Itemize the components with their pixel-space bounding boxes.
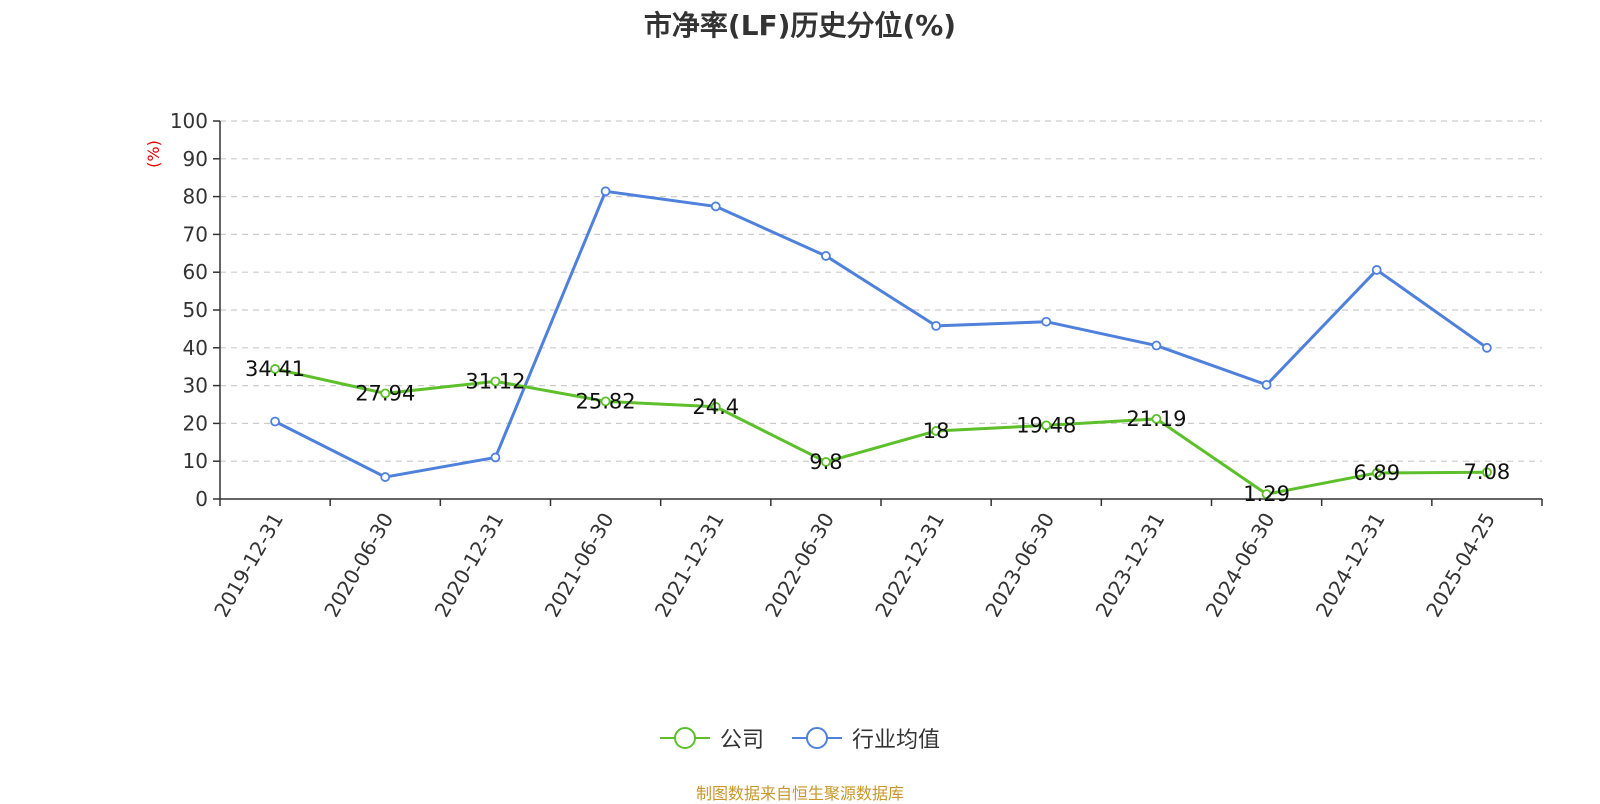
data-label: 19.48 [1016,413,1076,437]
x-tick-label: 2024-06-30 [1201,509,1280,622]
series-1-point[interactable] [1371,265,1382,275]
series-line-1 [274,189,1488,479]
y-tick-label: 80 [183,185,208,209]
series-1-point[interactable] [1261,379,1272,390]
x-tick-label: 2022-12-31 [870,508,949,621]
data-labels: 34.41 27.94 31.12 25.82 24.4 9.8 18 19.48 21.19 1… [245,357,1510,506]
grid-lines [220,120,1542,462]
series-0-point[interactable] [1041,420,1052,431]
series-0-point[interactable] [600,396,611,407]
series-lines [270,186,1492,500]
series-1-point[interactable] [710,201,721,212]
data-label: 34.41 [245,357,305,381]
y-tick-label: 0 [195,487,208,511]
legend-item-industry-average[interactable]: 行业均值 [792,722,940,754]
y-tick-label: 70 [183,222,208,246]
series-0-point[interactable] [1371,468,1382,478]
data-source-note: 制图数据来自恒生聚源数据库 [695,784,904,803]
data-label: 27.94 [355,381,415,405]
x-tick-label: 2022-06-30 [760,509,839,622]
x-tick-label: 2019-12-31 [209,509,288,622]
data-label: 31.12 [465,369,525,393]
series-1-point[interactable] [1482,342,1492,353]
series-0-point[interactable] [710,401,721,412]
series-1-point[interactable] [821,251,831,261]
x-tick-label: 2025-04-25 [1421,509,1500,622]
y-tick-label: 100 [170,109,208,133]
data-label: 7.08 [1464,460,1511,484]
y-tick-label: 30 [183,374,208,398]
x-tick-label: 2023-12-31 [1091,509,1170,622]
series-1-point[interactable] [931,320,941,331]
axes: 0 10 20 30 40 50 60 70 80 90 100 2019-12-31 2020-06-… [170,109,1543,622]
y-axis-label: (%) [144,140,163,168]
legend-label-company: 公司 [719,728,764,753]
legend-label-industry-average: 行业均值 [852,728,941,753]
y-tick-label: 50 [183,298,208,322]
data-label: 6.89 [1353,461,1400,485]
x-tick-label: 2020-12-31 [430,508,509,621]
x-tick-label: 2024-12-31 [1311,509,1390,622]
chart-title: 市净率(LF)历史分位(%) [643,9,957,42]
y-tick-label: 10 [183,449,208,473]
series-0-point[interactable] [1261,489,1272,500]
x-tick-label: 2020-06-30 [319,509,398,622]
y-tick-label: 90 [183,147,208,171]
legend-item-company[interactable]: 公司 [659,722,764,754]
series-1-point[interactable] [380,472,391,482]
data-label: 1.29 [1243,482,1290,506]
data-label: 18 [923,419,950,443]
series-1-point[interactable] [490,452,501,463]
series-1-point[interactable] [1151,340,1162,351]
series-0-point[interactable] [380,388,391,399]
series-1-point[interactable] [270,416,280,427]
series-line-0 [274,367,1487,496]
legend: 公司 行业均值 [0,722,1600,754]
y-tick-label: 40 [183,336,208,360]
x-tick-label: 2023-06-30 [980,509,1059,622]
series-0-point[interactable] [490,376,501,387]
series-1-point[interactable] [1041,316,1052,327]
x-tick-label: 2021-06-30 [540,509,619,622]
series-0-point[interactable] [931,426,941,436]
series-0-point[interactable] [1482,467,1492,478]
series-0-point[interactable] [270,364,280,374]
series-0-point[interactable] [1151,414,1162,424]
data-label: 9.8 [809,450,842,474]
series-1-point[interactable] [600,186,611,197]
data-label: 21.19 [1126,407,1186,431]
y-tick-label: 20 [183,411,208,435]
data-label: 24.4 [692,395,739,419]
legend-marker-industry-icon [792,727,842,749]
x-tick-label: 2021-12-31 [650,509,729,622]
legend-marker-company-icon [659,727,710,749]
data-label: 25.82 [576,389,636,413]
y-tick-label: 60 [183,260,208,284]
series-0-point[interactable] [821,457,831,467]
